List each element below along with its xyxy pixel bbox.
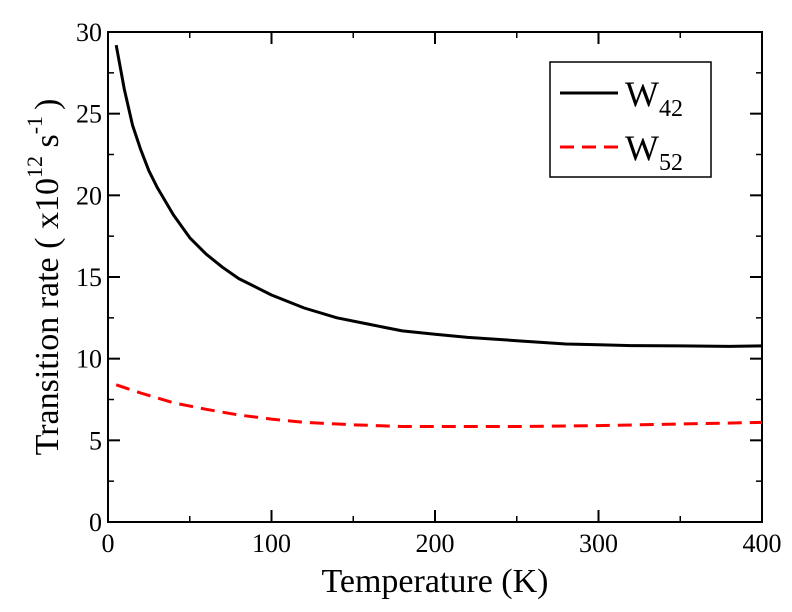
- y-axis-label-unit: s: [29, 134, 66, 156]
- y-tick-label: 15: [76, 263, 102, 292]
- x-tick-label: 400: [743, 529, 782, 558]
- y-axis-label: Transition rate ( x1012 s-1): [22, 99, 66, 456]
- y-axis-label-suffix: ): [29, 99, 66, 110]
- legend: W42 W52: [549, 61, 712, 178]
- y-tick-label: 10: [76, 345, 102, 374]
- y-axis-label-exponent-1: 12: [22, 156, 47, 178]
- x-tick-label: 100: [252, 529, 291, 558]
- legend-label-w42-sub: 42: [659, 96, 683, 122]
- x-tick-label: 0: [102, 529, 115, 558]
- y-axis-label-exponent-2: -1: [22, 116, 47, 134]
- y-tick-label: 25: [76, 100, 102, 129]
- y-tick-label: 0: [89, 508, 102, 537]
- legend-label-w52-main: W: [625, 128, 659, 168]
- legend-box: [549, 61, 712, 178]
- y-tick-label: 5: [89, 426, 102, 455]
- x-tick-label: 300: [579, 529, 618, 558]
- x-tick-labels: 0 100 200 300 400: [102, 529, 782, 558]
- series-line-w52: [115, 383, 763, 428]
- x-tick-label: 200: [416, 529, 455, 558]
- x-axis-label: Temperature (K): [322, 563, 549, 600]
- legend-label-w42-main: W: [625, 74, 659, 114]
- series-line-w42: [114, 44, 763, 348]
- y-tick-labels: 0 5 10 15 20 25 30: [76, 18, 102, 537]
- y-tick-label: 20: [76, 181, 102, 210]
- series-lines: [114, 44, 763, 428]
- legend-label-w52-sub: 52: [659, 150, 683, 176]
- y-tick-label: 30: [76, 18, 102, 47]
- y-axis-label-prefix: Transition rate ( x10: [29, 178, 66, 455]
- tick-marks: [107, 31, 763, 523]
- legend-label-w52: W52: [625, 128, 683, 176]
- legend-label-w42: W42: [625, 74, 683, 122]
